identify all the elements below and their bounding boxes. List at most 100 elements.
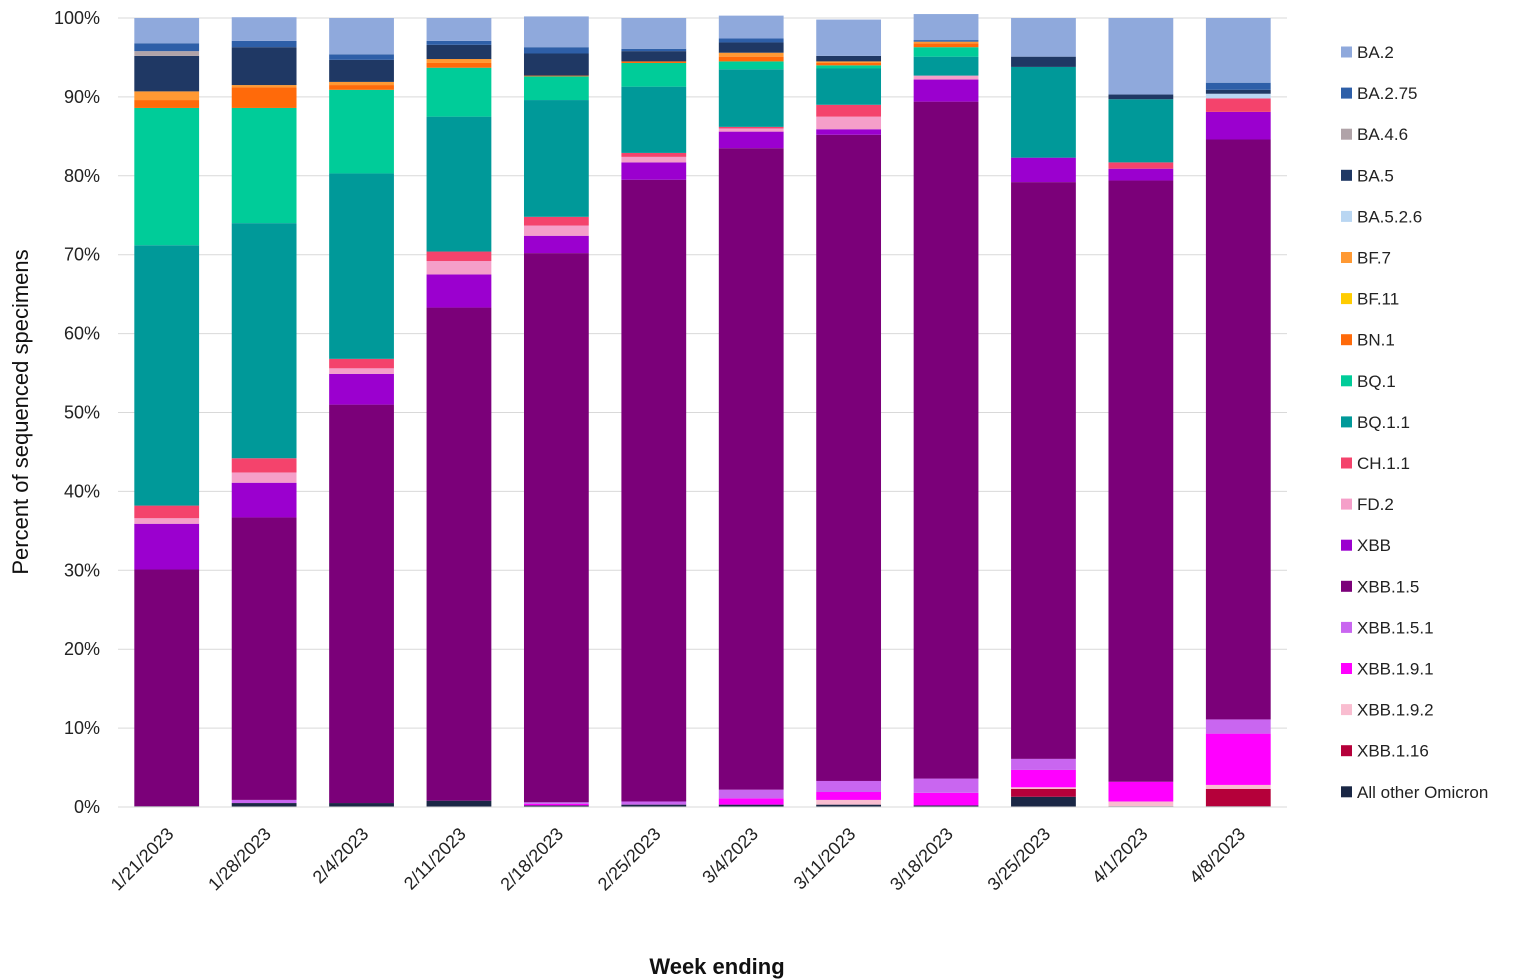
legend-swatch	[1341, 210, 1352, 222]
bar-segment-all-other-omicron	[523, 805, 589, 807]
bar-segment-ba-2	[231, 17, 297, 41]
y-tick-label: 70%	[64, 245, 100, 265]
bar-segment-ba-2-75	[913, 40, 979, 42]
x-tick-label: 2/25/2023	[594, 824, 665, 895]
bar-segment-ba-2	[816, 19, 882, 56]
legend-label: BA.5	[1357, 166, 1394, 185]
bar-segment-ba-2	[134, 18, 200, 44]
bar-segment-ba-4-6	[134, 51, 200, 56]
bar-segment-xbb-1-5	[718, 148, 784, 790]
bar-segment-ba-5	[816, 55, 882, 62]
bar-segment-ch-1-1	[1108, 162, 1174, 169]
bar-segment-bf-7	[913, 41, 979, 44]
bar-segment-bq-1-1	[913, 56, 979, 76]
y-axis: 0% 10% 20% 30% 40% 50% 60% 70% 80% 90% 100%	[54, 8, 100, 817]
legend-label: XBB.1.5.1	[1357, 618, 1434, 637]
bar-segment-xbb-1-5-1	[816, 780, 882, 793]
legend-swatch	[1341, 334, 1352, 346]
bar-segment-xbb	[816, 129, 882, 135]
bar-segment-xbb	[1108, 168, 1174, 181]
bar-segment-xbb-1-5	[1011, 182, 1076, 759]
legend-label: All other Omicron	[1357, 783, 1488, 802]
bar-segment-ba-2-75	[621, 48, 687, 52]
legend-label: XBB.1.9.2	[1357, 701, 1434, 720]
bar-segment-bn-1	[913, 43, 979, 48]
legend-label: XBB	[1357, 536, 1391, 555]
bar-segment-ba-5	[134, 55, 200, 92]
bar-segment-ba-5	[329, 59, 394, 82]
y-tick-label: 20%	[64, 639, 100, 659]
bar-segment-bf-7	[231, 85, 297, 88]
bar-segment-fd-2	[426, 261, 492, 275]
legend-label: BA.5.2.6	[1357, 207, 1422, 226]
x-tick-label: 3/11/2023	[790, 824, 860, 894]
x-axis: 1/21/2023 1/28/2023 2/4/2023 2/11/2023 2/18/…	[107, 806, 1287, 895]
bar-segment-ba-2	[426, 18, 492, 41]
bar-segment-xbb-1-9-1	[1205, 733, 1271, 785]
y-axis-title: Percent of sequenced specimens	[8, 249, 33, 574]
bar-segment-xbb-1-5-1	[621, 801, 687, 805]
bar-segment-ch-1-1	[134, 505, 200, 519]
bar-segment-bq-1	[816, 65, 882, 69]
legend-label: XBB.1.9.1	[1357, 660, 1434, 679]
bar-segment-fd-2	[231, 472, 297, 483]
bar-segment-ba-2	[621, 18, 687, 49]
bar-segment-xbb	[426, 274, 492, 308]
bar-segment-fd-2	[913, 75, 979, 80]
bar-segment-xbb-1-9-1	[816, 792, 882, 800]
legend-label: BF.7	[1357, 249, 1391, 268]
legend-swatch	[1341, 375, 1352, 387]
bar-segment-ba-2	[1205, 18, 1271, 83]
bar-segment-xbb	[1011, 157, 1076, 183]
bar-segment-bn-1	[426, 62, 492, 68]
legend-swatch	[1341, 704, 1352, 716]
bar-segment-xbb-1-5	[1108, 180, 1174, 782]
bar-segment-all-other-omicron	[426, 800, 492, 807]
legend-swatch	[1341, 293, 1352, 305]
bar-segment-ba-2	[1108, 18, 1174, 95]
legend-label: BQ.1	[1357, 372, 1396, 391]
bar-segment-ba-5	[1108, 94, 1174, 100]
bar-segment-ba-2	[718, 15, 784, 39]
legend-swatch	[1341, 621, 1352, 633]
bar-segment-bf-7	[426, 59, 492, 63]
bar-segment-fd-2	[816, 116, 882, 130]
y-tick-label: 50%	[64, 403, 100, 423]
bar-segment-xbb	[231, 482, 297, 518]
bar-segment-xbb-1-16	[1011, 788, 1076, 797]
legend-swatch	[1341, 539, 1352, 551]
bar-segment-bq-1	[426, 67, 492, 117]
bar-segment-xbb-1-9-1	[1011, 769, 1076, 788]
bar-segment-bq-1-1	[1011, 66, 1076, 158]
bar-segment-bq-1	[134, 107, 200, 246]
bar-segment-xbb-1-5-1	[523, 802, 589, 804]
legend-swatch	[1341, 252, 1352, 263]
bar-segment-xbb-1-5	[426, 307, 492, 801]
y-tick-label: 30%	[64, 560, 100, 580]
bar-segment-bq-1-1	[1108, 99, 1174, 163]
bars	[134, 14, 1271, 807]
bar-segment-ch-1-1	[329, 358, 394, 369]
bar-segment-all-other-omicron	[231, 803, 297, 807]
legend-swatch	[1341, 87, 1352, 99]
bar-segment-ch-1-1	[426, 251, 492, 262]
bar-segment-bn-1	[329, 85, 394, 90]
legend-swatch	[1341, 498, 1352, 510]
bar-segment-all-other-omicron	[913, 805, 979, 807]
bar-segment-fd-2	[523, 225, 589, 236]
bar-segment-xbb	[718, 131, 784, 149]
x-tick-label: 4/1/2023	[1088, 824, 1152, 888]
bar-segment-ba-5	[1205, 89, 1271, 94]
legend-swatch	[1341, 128, 1352, 140]
bar-segment-ba-2	[523, 16, 589, 48]
bar-segment-bq-1-1	[231, 223, 297, 459]
y-tick-label: 80%	[64, 166, 100, 186]
legend-label: BQ.1.1	[1357, 413, 1410, 432]
bar-segment-bq-1-1	[718, 69, 784, 127]
bar-segment-xbb-1-5	[134, 569, 200, 807]
bar-segment-xbb-1-5	[523, 253, 589, 803]
bar-segment-ch-1-1	[816, 104, 882, 117]
bar-segment-xbb-1-9-2	[1108, 801, 1174, 807]
legend-label: XBB.1.16	[1357, 742, 1429, 761]
